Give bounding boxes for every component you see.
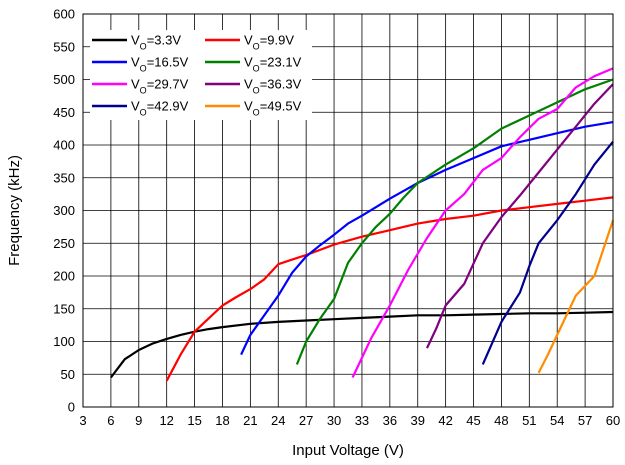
y-tick-label: 50 [61, 367, 75, 382]
y-tick-label: 0 [68, 400, 75, 415]
x-axis-label: Input Voltage (V) [292, 442, 404, 459]
x-tick-label: 21 [243, 413, 257, 428]
y-tick-label: 600 [53, 7, 75, 22]
series-line-1 [110, 310, 614, 379]
y-axis-label: Frequency (kHz) [6, 155, 23, 266]
x-tick-label: 33 [355, 413, 369, 428]
x-tick-label: 9 [135, 413, 142, 428]
series-line-8 [537, 219, 615, 374]
x-tick-label: 30 [327, 413, 341, 428]
series-line-3 [240, 121, 614, 356]
tick-labels: 3 6 9 12 15 18 21 24 27 30 33 36 39 42 45 48 51 54 57 60050… [53, 7, 620, 429]
x-tick-label: 54 [550, 413, 564, 428]
x-tick-label: 60 [606, 413, 620, 428]
legend-label: VO=36.3V [244, 77, 302, 96]
y-tick-label: 450 [53, 105, 75, 120]
series-line-2 [165, 196, 614, 382]
x-tick-label: 18 [215, 413, 229, 428]
x-tick-label: 3 [79, 413, 86, 428]
series-lines [110, 67, 615, 382]
x-tick-label: 48 [494, 413, 508, 428]
x-tick-label: 12 [159, 413, 173, 428]
y-tick-label: 150 [53, 301, 75, 316]
x-tick-label: 45 [466, 413, 480, 428]
x-tick-label: 42 [438, 413, 452, 428]
y-tick-label: 100 [53, 334, 75, 349]
y-tick-label: 500 [53, 72, 75, 87]
y-tick-label: 550 [53, 39, 75, 54]
y-tick-label: 400 [53, 138, 75, 153]
legend-label: VO=29.7V [131, 77, 189, 96]
x-tick-label: 24 [271, 413, 285, 428]
legend-label: VO=42.9V [131, 99, 189, 118]
legend: VO=3.3V VO=9.9V VO=16.5V VO=23.1V VO=29.7V VO… [90, 30, 312, 120]
plot-frame [82, 13, 614, 408]
x-tick-label: 39 [411, 413, 425, 428]
legend-label: VO=9.9V [244, 33, 294, 52]
x-tick-label: 27 [299, 413, 313, 428]
x-tick-label: 51 [522, 413, 536, 428]
legend-label: VO=23.1V [244, 55, 302, 74]
series-line-5 [351, 67, 614, 378]
legend-label: VO=16.5V [131, 55, 189, 74]
y-tick-label: 200 [53, 269, 75, 284]
y-tick-label: 300 [53, 203, 75, 218]
series-line-6 [426, 83, 614, 349]
series-line-4 [295, 78, 614, 365]
x-tick-label: 36 [383, 413, 397, 428]
y-tick-label: 250 [53, 236, 75, 251]
legend-label: VO=49.5V [244, 99, 302, 118]
y-tick-label: 350 [53, 170, 75, 185]
x-tick-label: 6 [107, 413, 114, 428]
legend-label: VO=3.3V [131, 33, 181, 52]
x-tick-label: 57 [578, 413, 592, 428]
x-tick-label: 15 [187, 413, 201, 428]
series-line-7 [481, 141, 614, 365]
